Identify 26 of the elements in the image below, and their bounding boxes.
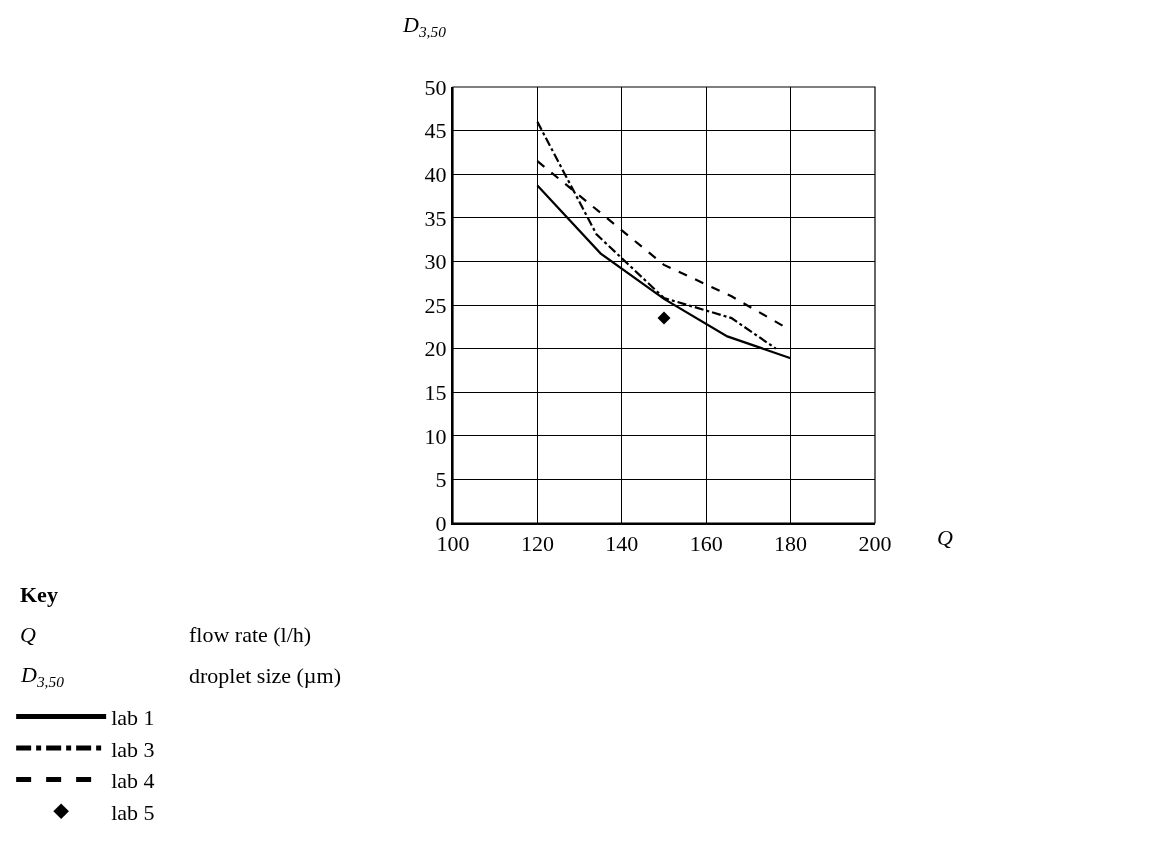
y-tick-label: 25	[424, 292, 447, 318]
x-tick-label: 120	[520, 531, 554, 557]
y-tick-label: 40	[424, 161, 447, 187]
x-tick-label: 200	[858, 531, 892, 557]
x-tick-label: 160	[689, 531, 723, 557]
legend-label: lab 5	[111, 799, 155, 825]
y-tick-label: 45	[424, 118, 447, 144]
legend-label: lab 4	[111, 768, 155, 794]
y-tick-label: 30	[424, 249, 447, 275]
y-tick-label: 15	[424, 379, 447, 405]
x-tick-label: 180	[774, 531, 808, 557]
text: D$_{3,50}$	[20, 662, 65, 690]
y-axis-title: D$_{3,50}$	[402, 12, 447, 40]
legend-label: lab 3	[111, 736, 155, 762]
y-tick-label: 5	[435, 467, 447, 493]
text: droplet size (µm)	[189, 663, 341, 688]
y-tick-label: 50	[424, 74, 447, 100]
y-tick-label: 20	[424, 336, 447, 362]
y-tick-label: 35	[424, 205, 447, 231]
x-axis-title: Q	[937, 525, 953, 550]
text: Q	[20, 622, 36, 647]
y-tick-label: 10	[424, 423, 447, 449]
legend-label: lab 1	[111, 704, 155, 730]
x-tick-label: 140	[605, 531, 639, 557]
legend-title: Key	[20, 582, 58, 607]
text: flow rate (l/h)	[189, 622, 312, 647]
